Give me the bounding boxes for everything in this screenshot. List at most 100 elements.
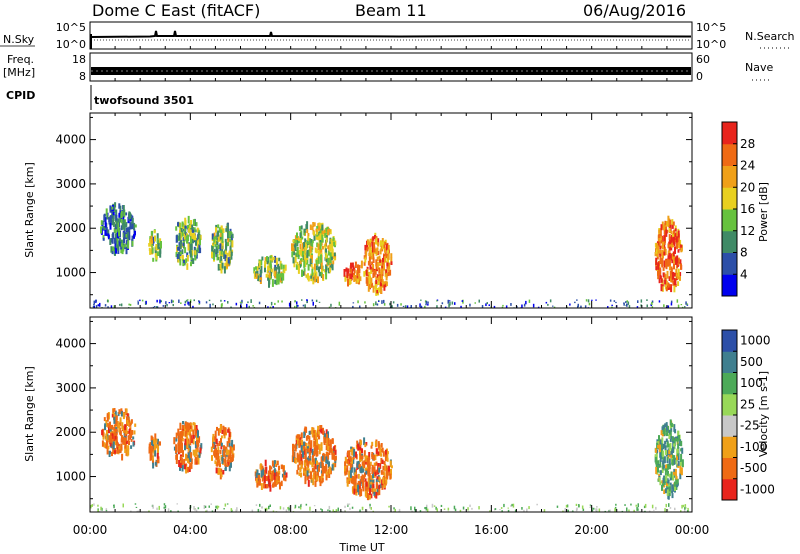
echo-cell <box>375 448 378 454</box>
echo-cell <box>350 273 353 281</box>
echo-cell <box>114 410 117 418</box>
echo-cell <box>123 438 126 445</box>
echo-cell <box>659 439 662 448</box>
echo-cell <box>672 221 675 226</box>
echo-cell <box>225 258 228 264</box>
noise-cell <box>106 300 109 302</box>
echo-cell <box>362 465 365 470</box>
noise-cell <box>212 303 214 306</box>
y-tick-label: 3000 <box>55 381 86 395</box>
echo-cell <box>127 422 130 426</box>
echo-cell <box>225 448 228 456</box>
noise-cell <box>410 506 412 511</box>
echo-cell <box>307 459 310 464</box>
echo-cell <box>314 480 317 487</box>
noise-cell <box>344 510 346 512</box>
noise-cell <box>609 509 611 512</box>
echo-cell <box>376 290 379 294</box>
echo-cell <box>195 425 198 432</box>
echo-cell <box>375 259 378 267</box>
echo-cell <box>670 244 673 248</box>
echo-cell <box>383 240 386 245</box>
noise-cell <box>663 304 665 307</box>
echo-cell <box>218 467 221 475</box>
echo-cell <box>125 212 128 216</box>
echo-cell <box>263 481 266 486</box>
echo-cell <box>363 450 366 457</box>
noise-cell <box>312 301 314 306</box>
noise-cell <box>95 299 97 302</box>
echo-cell <box>662 267 665 271</box>
noise-cell <box>318 301 321 303</box>
echo-cell <box>183 226 186 232</box>
echo-cell <box>292 445 295 451</box>
noise-cell <box>311 299 314 302</box>
echo-cell <box>266 260 269 265</box>
echo-cell <box>675 236 678 244</box>
echo-cell <box>358 464 361 468</box>
echo-cell <box>125 227 128 233</box>
echo-cell <box>680 247 683 253</box>
echo-cell <box>361 448 363 454</box>
echo-cell <box>124 429 127 437</box>
echo-cell <box>156 233 159 240</box>
echo-cell <box>223 434 226 439</box>
echo-cell <box>299 243 302 250</box>
echo-cell <box>311 266 314 270</box>
echo-cell <box>371 246 374 253</box>
echo-cell <box>186 436 189 443</box>
noise-cell <box>545 301 548 304</box>
noise-cell <box>556 505 559 508</box>
echo-cell <box>297 455 300 462</box>
echo-cell <box>375 249 378 255</box>
nsky-label: N.Sky <box>3 33 35 46</box>
echo-cell <box>308 241 311 248</box>
echo-cell <box>228 250 231 258</box>
echo-cell <box>231 454 234 461</box>
noise-cell <box>178 299 180 303</box>
echo-cell <box>654 454 657 459</box>
noise-cell <box>277 300 279 303</box>
noise-cell <box>372 510 374 512</box>
echo-cell <box>125 408 128 414</box>
echo-cell <box>321 227 324 235</box>
echo-cell <box>665 438 668 442</box>
noise-cell <box>282 507 285 510</box>
echo-cell <box>311 468 314 473</box>
echo-cell <box>352 456 355 464</box>
noise-cell <box>526 508 528 512</box>
echo-cell <box>230 461 232 468</box>
echo-cell <box>326 458 329 465</box>
y-tick-label: 4000 <box>55 337 86 351</box>
echo-cell <box>353 480 356 486</box>
freq-strip: Freq. [MHz] 18 8 60 0 Nave <box>3 52 773 83</box>
echo-cell <box>323 269 326 273</box>
noise-cell <box>330 303 332 307</box>
noise-cell <box>113 504 115 507</box>
echo-cell <box>382 451 385 457</box>
echo-cell <box>299 232 302 238</box>
echo-cell <box>112 435 115 440</box>
echo-cell <box>673 439 676 447</box>
echo-cell <box>187 243 190 251</box>
echo-cell <box>321 469 324 477</box>
echo-cell <box>664 259 667 268</box>
echo-cell <box>347 278 349 287</box>
echo-cell <box>376 264 379 270</box>
echo-cell <box>121 425 124 431</box>
noise-cell <box>406 305 409 308</box>
echo-cell <box>228 439 231 448</box>
noise-cell <box>300 503 303 505</box>
noise-cell <box>389 302 391 306</box>
echo-cell <box>214 430 217 438</box>
noise-cell <box>580 305 582 308</box>
echo-cell <box>374 471 377 477</box>
noise-cell <box>184 303 186 306</box>
noise-cell <box>547 303 549 306</box>
echo-cell <box>267 475 270 482</box>
noise-cell <box>163 506 165 509</box>
noise-cell <box>651 302 653 305</box>
echo-cell <box>112 232 115 239</box>
echo-cell <box>199 238 201 246</box>
echo-cell <box>190 220 193 225</box>
